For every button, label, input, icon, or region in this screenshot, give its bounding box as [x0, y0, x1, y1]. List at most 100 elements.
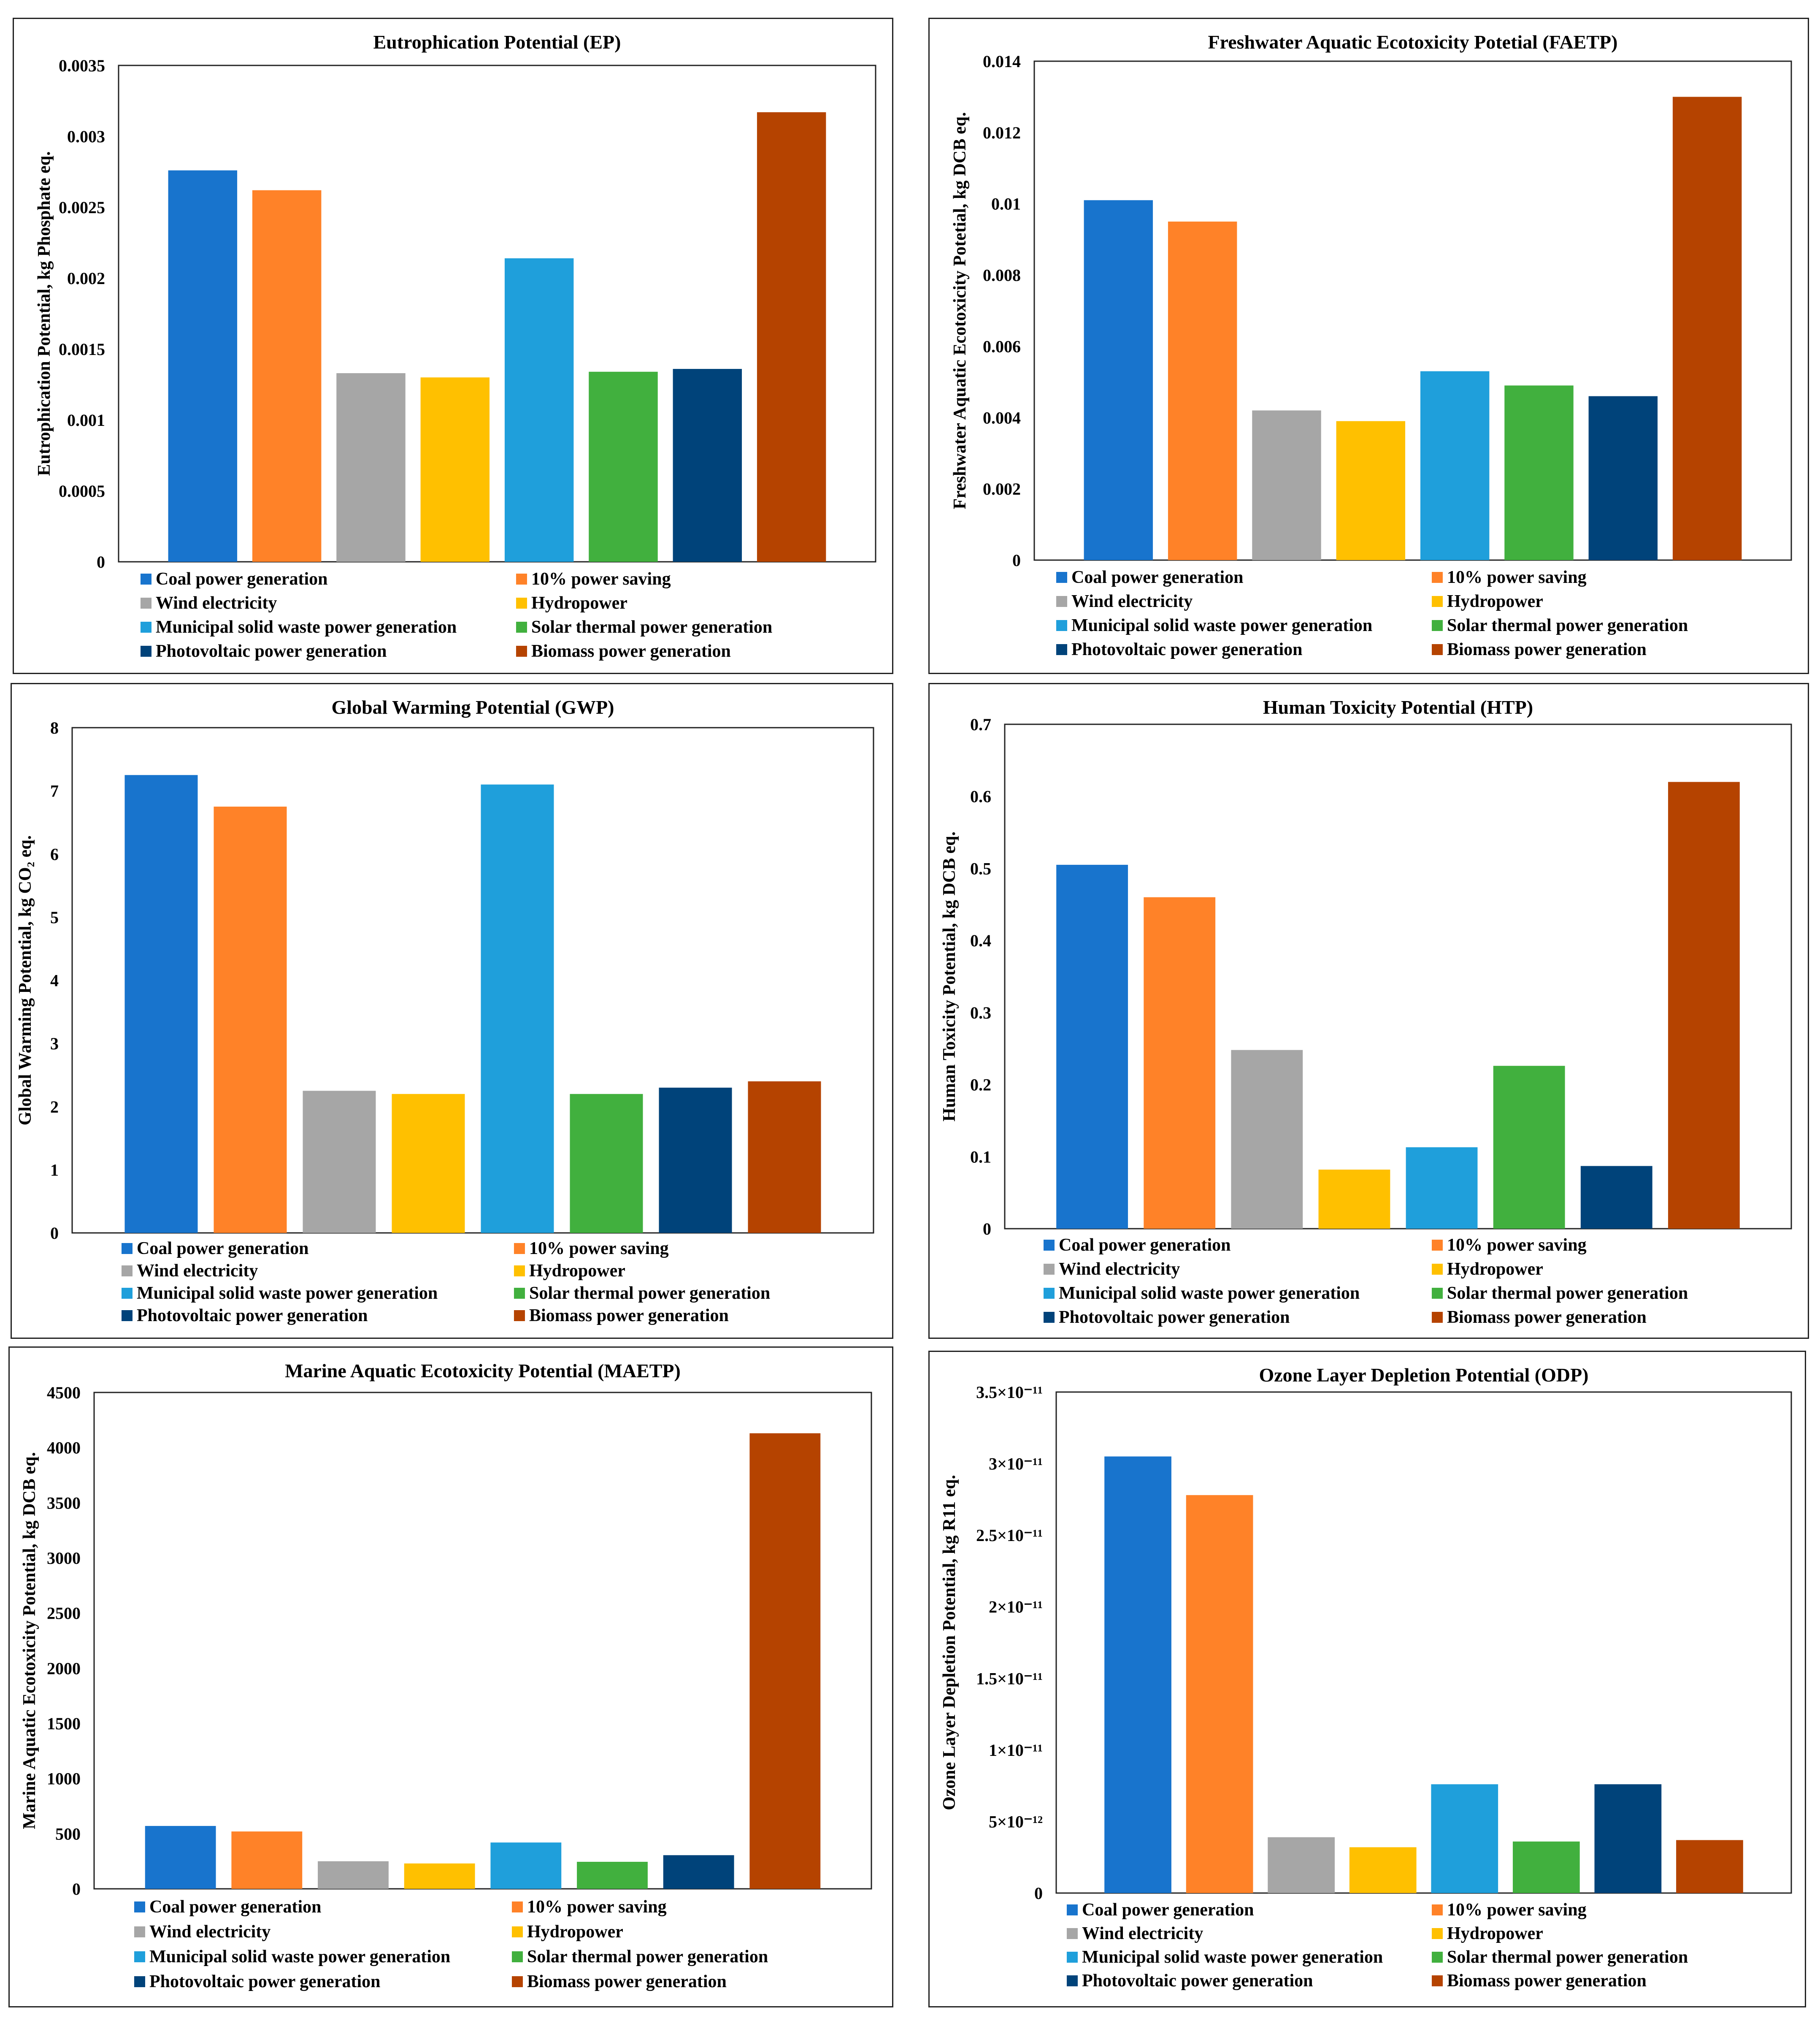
legend-label: Hydropower [1447, 1259, 1543, 1279]
legend-entry: Coal power generation [134, 1897, 322, 1917]
legend-swatch [1067, 1928, 1078, 1939]
chart-maetp: Marine Aquatic Ecotoxicity Potential (MA… [20, 1360, 872, 1991]
legend-entry: 10% power saving [1432, 1235, 1587, 1255]
legend-swatch [1067, 1952, 1078, 1963]
legend-label: 10% power saving [1447, 568, 1587, 587]
y-tick-label: 4000 [47, 1438, 81, 1457]
legend-entry: Wind electricity [1044, 1259, 1180, 1279]
legend-swatch [512, 1976, 523, 1987]
chart-title: Eutrophication Potential (EP) [373, 31, 621, 53]
y-axis-label: Marine Aquatic Ecotoxicity Potential, kg… [20, 1452, 39, 1829]
legend-swatch [1432, 644, 1443, 655]
y-tick-label: 2500 [47, 1604, 81, 1623]
legend-label: Hydropower [1447, 592, 1543, 611]
legend-label: Biomass power generation [529, 1306, 729, 1325]
legend-entry: Municipal solid waste power generation [1056, 616, 1372, 635]
legend-entry: Photovoltaic power generation [122, 1306, 368, 1325]
y-tick-label: 2000 [47, 1659, 81, 1678]
y-axis-label: Global Warming Potential, kg CO₂ eq. [16, 835, 35, 1125]
bar-3 [318, 1861, 389, 1889]
y-tick-label: 5×10⁻¹² [989, 1812, 1043, 1831]
chart-panel-gwp: Global Warming Potential (GWP) 0 1 2 3 4 5 6 7 8 G… [11, 683, 893, 1339]
legend-entry: Coal power generation [1067, 1900, 1254, 1920]
bar-1 [1104, 1456, 1171, 1893]
bar-3 [1268, 1837, 1335, 1893]
y-tick-label: 0.3 [970, 1003, 991, 1022]
bar-2 [252, 190, 322, 562]
plot-area [118, 65, 876, 563]
legend-entry: Hydropower [516, 593, 627, 613]
bar-2 [231, 1831, 303, 1889]
legend-entry: Hydropower [1432, 592, 1543, 611]
y-tick-label: 0.0035 [59, 56, 105, 75]
legend-swatch [514, 1243, 525, 1254]
y-tick-label: 0.006 [983, 337, 1021, 356]
legend-swatch [1044, 1240, 1055, 1251]
plot-area [1004, 723, 1792, 1230]
legend-entry: Wind electricity [141, 593, 277, 613]
legend-label: Hydropower [527, 1922, 623, 1942]
y-tick-label: 0.01 [991, 195, 1021, 214]
legend-swatch [516, 646, 527, 657]
y-axis-label: Eutrophication Potential, kg Phosphate e… [35, 151, 54, 476]
y-tick-label: 0.4 [970, 931, 991, 950]
legend-entry: Biomass power generation [516, 642, 731, 661]
legend-entry: Hydropower [1432, 1924, 1543, 1943]
chart-faetp: Freshwater Aquatic Ecotoxicity Potetial … [950, 31, 1792, 659]
chart-ep: Eutrophication Potential (EP) 0 0.0005 0.00… [35, 31, 876, 661]
plot-area [93, 1392, 872, 1890]
bar-6 [589, 371, 658, 562]
legend-swatch [141, 598, 151, 609]
bar-5 [1420, 371, 1490, 560]
legend-label: Photovoltaic power generation [1082, 1971, 1313, 1991]
bar-6 [1512, 1841, 1580, 1893]
legend-label: Biomass power generation [527, 1972, 727, 1991]
bar-4 [1349, 1847, 1417, 1893]
legend-entry: Biomass power generation [1432, 640, 1647, 659]
bar-8 [1668, 782, 1740, 1229]
y-axis-label: Ozone Layer Depletion Potential, kg R11 … [940, 1475, 959, 1810]
chart-panel-odp: Ozone Layer Depletion Potential (ODP) 0 5×… [928, 1351, 1806, 2007]
bar-7 [1580, 1166, 1652, 1229]
bar-4 [392, 1094, 465, 1233]
chart-htp: Human Toxicity Potential (HTP) 0 0.1 0.2 0.3… [940, 696, 1792, 1327]
y-tick-label: 4 [50, 971, 59, 990]
y-tick-label: 8 [50, 718, 59, 737]
legend-entry: 10% power saving [514, 1239, 669, 1258]
chart-panel-htp: Human Toxicity Potential (HTP) 0 0.1 0.2 0.3… [928, 683, 1809, 1339]
legend-swatch [516, 622, 527, 633]
legend-swatch [1432, 1952, 1443, 1963]
chart-title: Ozone Layer Depletion Potential (ODP) [1259, 1364, 1588, 1386]
legend-swatch [1056, 596, 1067, 607]
chart-title: Marine Aquatic Ecotoxicity Potential (MA… [285, 1360, 681, 1381]
legend-entry: Coal power generation [1044, 1235, 1231, 1255]
chart-gwp: Global Warming Potential (GWP) 0 1 2 3 4 5 6 7 8 G… [16, 696, 874, 1325]
bar-6 [570, 1094, 643, 1233]
y-tick-label: 3000 [47, 1549, 81, 1568]
legend-swatch [1432, 1312, 1443, 1323]
legend-entry: Solar thermal power generation [514, 1284, 770, 1303]
y-tick-label: 1 [50, 1160, 59, 1179]
legend-label: Photovoltaic power generation [137, 1306, 368, 1325]
bar-1 [168, 170, 238, 562]
legend-entry: Wind electricity [1056, 592, 1193, 611]
y-tick-label: 0.6 [970, 787, 991, 806]
chart-title: Human Toxicity Potential (HTP) [1263, 696, 1533, 718]
legend-label: Biomass power generation [1447, 1308, 1647, 1327]
legend-swatch [1044, 1264, 1055, 1275]
bar-3 [1231, 1050, 1303, 1229]
legend-label: Wind electricity [156, 593, 277, 613]
bar-2 [214, 807, 287, 1233]
legend-label: Solar thermal power generation [1447, 1284, 1688, 1303]
legend-entry: Solar thermal power generation [516, 618, 772, 637]
y-tick-label: 500 [55, 1824, 81, 1843]
legend-swatch [1432, 596, 1443, 607]
bar-7 [1594, 1784, 1662, 1893]
legend-swatch [1432, 620, 1443, 631]
legend-swatch [516, 574, 527, 585]
legend-swatch [1432, 1904, 1443, 1915]
bar-2 [1144, 897, 1216, 1229]
plot-area [1033, 60, 1792, 561]
legend-label: Municipal solid waste power generation [156, 618, 457, 637]
y-tick-label: 0.008 [983, 266, 1021, 285]
